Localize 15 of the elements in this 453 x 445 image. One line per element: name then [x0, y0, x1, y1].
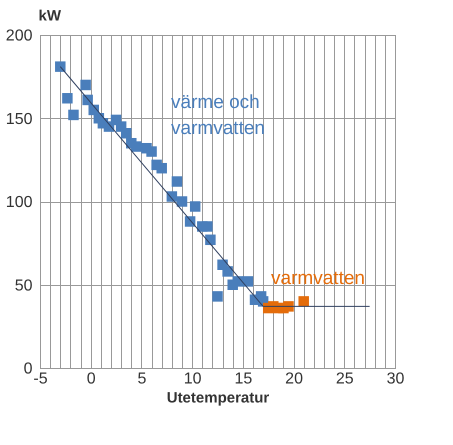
x-tick-label: -5 [33, 370, 48, 388]
y-tick-label: 200 [6, 28, 33, 44]
y-axis-title: kW [38, 8, 62, 24]
y-tick-label: 50 [14, 277, 33, 294]
x-tick-label: 5 [137, 370, 146, 388]
y-tick-label: 150 [6, 110, 33, 128]
x-tick-label: 0 [86, 370, 96, 388]
x-axis-title: Utetemperatur [166, 390, 270, 406]
x-tick-label: 10 [184, 370, 202, 388]
x-tick-label: 15 [234, 370, 252, 388]
y-tick-label: 100 [6, 194, 33, 211]
x-tick-label: 30 [386, 370, 404, 388]
x-tick-label: 25 [336, 370, 354, 388]
x-tick-label: 20 [285, 370, 304, 388]
series-label: varmvatten [271, 268, 365, 289]
